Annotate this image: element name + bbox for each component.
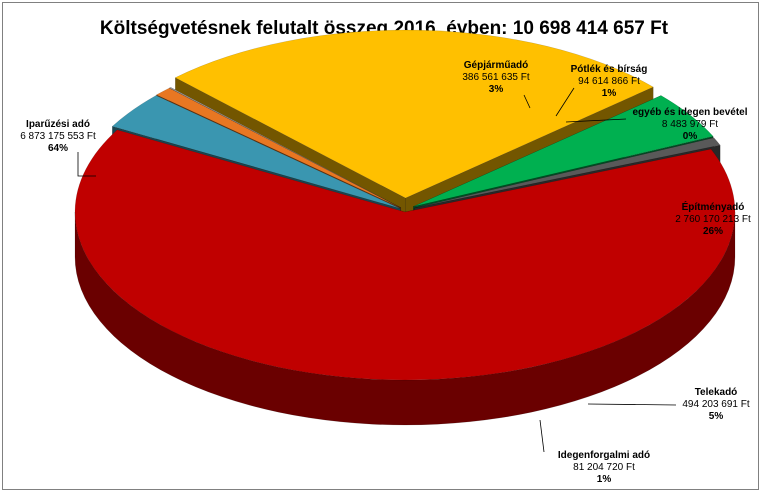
- leader-line-idegenforgalmi-ado: [539, 419, 545, 453]
- label-name-potlek-es-birsag: Pótlék és bírság: [571, 64, 648, 75]
- label-name-idegenforgalmi-ado: Idegenforgalmi adó: [558, 450, 650, 461]
- slice-idegenforgalmi-ado: [414, 137, 721, 209]
- label-value-egyeb-es-idegen-bevetel: 8 483 979 Ft: [662, 119, 718, 130]
- label-percent-telekado: 5%: [709, 411, 724, 422]
- label-value-telekado: 494 203 691 Ft: [682, 399, 749, 410]
- label-percent-gepjarmuado: 3%: [489, 84, 504, 95]
- label-percent-iparuzesi-ado: 64%: [48, 143, 68, 154]
- label-percent-egyeb-es-idegen-bevetel: 0%: [683, 131, 698, 142]
- label-percent-epitmenyado: 26%: [703, 226, 723, 237]
- label-value-iparuzesi-ado: 6 873 175 553 Ft: [20, 131, 96, 142]
- leader-line-gepjarmuado: [523, 94, 531, 109]
- slice-potlek-es-birsag: [156, 87, 401, 209]
- label-value-epitmenyado: 2 760 170 213 Ft: [675, 214, 751, 225]
- slice-gepjarmuado: [111, 95, 401, 209]
- slice-egyeb-es-idegen-bevetel: [168, 87, 401, 208]
- slice-telekado: [413, 95, 714, 207]
- slice-iparuzesi-ado: [74, 129, 736, 381]
- label-name-iparuzesi-ado: Iparűzési adó: [26, 119, 90, 130]
- label-name-egyeb-es-idegen-bevetel: egyéb és idegen bevétel: [632, 107, 747, 118]
- label-percent-potlek-es-birsag: 1%: [602, 88, 617, 99]
- label-name-gepjarmuado: Gépjárműadó: [464, 60, 528, 71]
- leader-line-egyeb-es-idegen-bevetel: [565, 118, 627, 123]
- leader-line-potlek-es-birsag: [555, 87, 575, 117]
- chart-title: Költségvetésnek felutalt összeg 2016. év…: [99, 18, 669, 39]
- label-value-potlek-es-birsag: 94 614 866 Ft: [578, 76, 640, 87]
- label-value-idegenforgalmi-ado: 81 204 720 Ft: [573, 462, 635, 473]
- label-percent-idegenforgalmi-ado: 1%: [597, 474, 612, 485]
- leader-line-telekado: [587, 403, 677, 406]
- label-name-telekado: Telekadó: [695, 387, 738, 398]
- leader-line-iparuzesi-ado: [77, 152, 96, 177]
- slice-epitmenyado: [174, 29, 654, 199]
- label-value-gepjarmuado: 386 561 635 Ft: [462, 72, 529, 83]
- label-name-epitmenyado: Építményadó: [682, 200, 745, 213]
